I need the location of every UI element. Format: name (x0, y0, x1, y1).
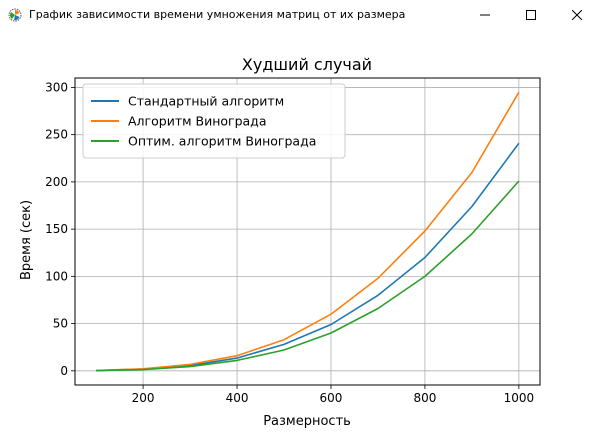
legend-label: Алгоритм Винограда (128, 114, 266, 129)
close-icon (572, 10, 582, 20)
y-tick-label: 300 (45, 80, 68, 94)
x-tick-label: 600 (320, 391, 343, 405)
y-tick-label: 100 (45, 269, 68, 283)
x-tick-label: 800 (413, 391, 436, 405)
legend-box (82, 83, 346, 159)
y-tick-label: 150 (45, 222, 68, 236)
legend: Стандартный алгоритм Алгоритм Винограда Оп… (82, 83, 346, 159)
x-tick-label: 400 (226, 391, 249, 405)
chart-title: Худший случай (242, 55, 372, 74)
y-tick-label: 250 (45, 128, 68, 142)
maximize-button[interactable] (508, 0, 554, 30)
x-axis-label: Размерность (263, 414, 351, 429)
window-titlebar[interactable]: График зависимости времени умножения мат… (0, 0, 600, 30)
legend-label: Стандартный алгоритм (128, 94, 284, 109)
matplotlib-icon (8, 8, 22, 22)
series-line-1 (96, 142, 520, 372)
x-tick-label: 200 (132, 391, 155, 405)
figure-canvas[interactable]: Худший случай 200 400 600 800 1000 0 50 100 150 2… (0, 30, 600, 432)
y-tick-label: 50 (53, 317, 68, 331)
window-title: График зависимости времени умножения мат… (29, 8, 406, 21)
y-tick-label: 0 (60, 364, 68, 378)
y-tick-label: 200 (45, 175, 68, 189)
grid-lines (75, 78, 540, 385)
maximize-icon (526, 10, 536, 20)
line-chart: Худший случай 200 400 600 800 10000501001502… (19, 55, 541, 429)
minimize-icon (480, 14, 490, 16)
close-button[interactable] (554, 0, 600, 30)
minimize-button[interactable] (462, 0, 508, 30)
legend-label: Оптим. алгоритм Винограда (128, 134, 316, 149)
x-tick-label: 1000 (504, 391, 535, 405)
series-line-2 (96, 91, 520, 372)
y-axis-label: Время (сек) (19, 200, 34, 280)
series-lines (96, 91, 520, 372)
series-line-3 (96, 180, 520, 372)
ticks: 200 400 600 800 1000 0 50 100 150 200 250 300 (45, 80, 534, 405)
axes-frame (74, 77, 541, 386)
